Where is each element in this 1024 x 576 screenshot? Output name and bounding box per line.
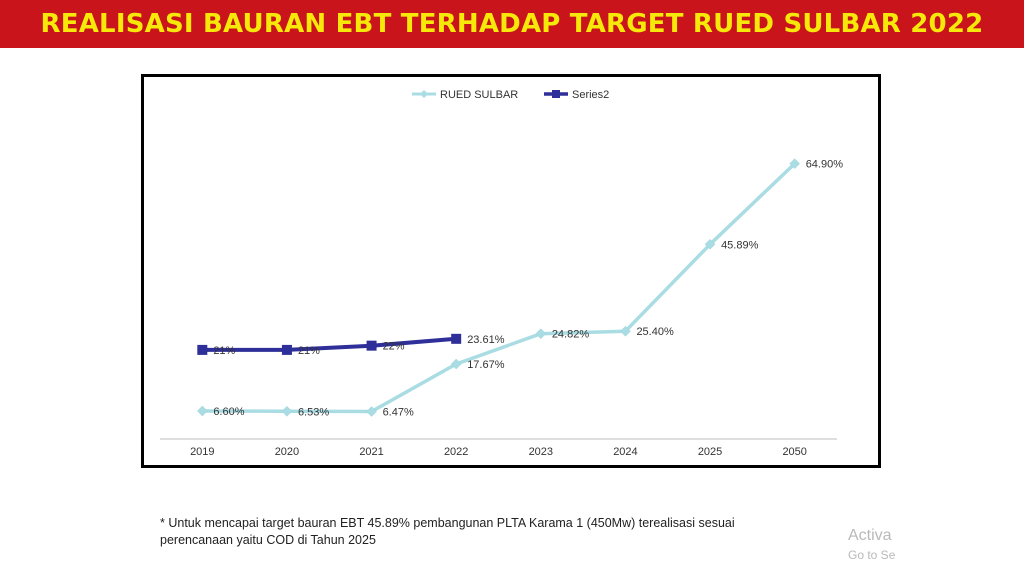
data-point-marker [197,344,208,355]
x-tick-label: 2021 [359,446,383,458]
page-title: REALISASI BAURAN EBT TERHADAP TARGET RUE… [40,9,984,39]
data-point-marker [620,325,631,337]
data-label: 23.61% [467,334,505,346]
data-point-marker [450,358,462,370]
footnote-line-1: * Untuk mencapai target bauran EBT 45.89… [160,516,735,530]
legend-marker [552,90,560,98]
x-tick-label: 2019 [190,446,214,458]
legend-label: Series2 [572,89,609,101]
legend-marker [420,90,428,98]
x-tick-label: 2025 [698,446,722,458]
data-label: 17.67% [467,359,505,371]
data-point-marker [281,405,293,417]
data-label: 6.47% [383,407,414,419]
data-label: 24.82% [552,329,590,341]
data-point-marker [704,238,716,250]
data-label: 6.60% [213,406,244,418]
data-point-marker [196,405,208,417]
legend-label: RUED SULBAR [440,89,518,101]
data-label: 21% [213,345,235,357]
series-line-1 [200,161,797,414]
data-point-marker [451,333,462,344]
line-chart: 2019 2020 2021 2022 2023 2024 2025 2050 6.60% 6.5… [160,89,844,458]
x-tick-label: 2020 [275,446,299,458]
x-tick-label: 2023 [529,446,553,458]
series-line-2 [200,336,459,352]
data-label: 22% [383,341,405,353]
data-label: 64.90% [806,159,844,171]
x-tick-label: 2024 [613,446,637,458]
title-banner: REALISASI BAURAN EBT TERHADAP TARGET RUE… [0,0,1024,48]
data-label: 45.89% [721,239,759,251]
data-point-marker [366,406,377,417]
activation-watermark-line-2: Go to Se [848,548,896,562]
data-label: 25.40% [636,326,674,338]
x-tick-label: 2022 [444,446,468,458]
footnote-line-2: perencanaan yaitu COD di Tahun 2025 [160,533,376,547]
data-point-marker [535,328,547,340]
data-point-marker [789,158,801,169]
x-tick-label: 2050 [782,446,806,458]
activation-watermark-line-1: Activa [848,527,892,544]
data-point-marker [366,340,377,351]
data-point-marker [281,344,292,355]
chart-frame: 2019 2020 2021 2022 2023 2024 2025 2050 6.60% 6.5… [141,74,881,468]
footnote: * Untuk mencapai target bauran EBT 45.89… [160,515,840,549]
data-label: 21% [298,345,320,357]
data-label: 6.53% [298,406,329,418]
